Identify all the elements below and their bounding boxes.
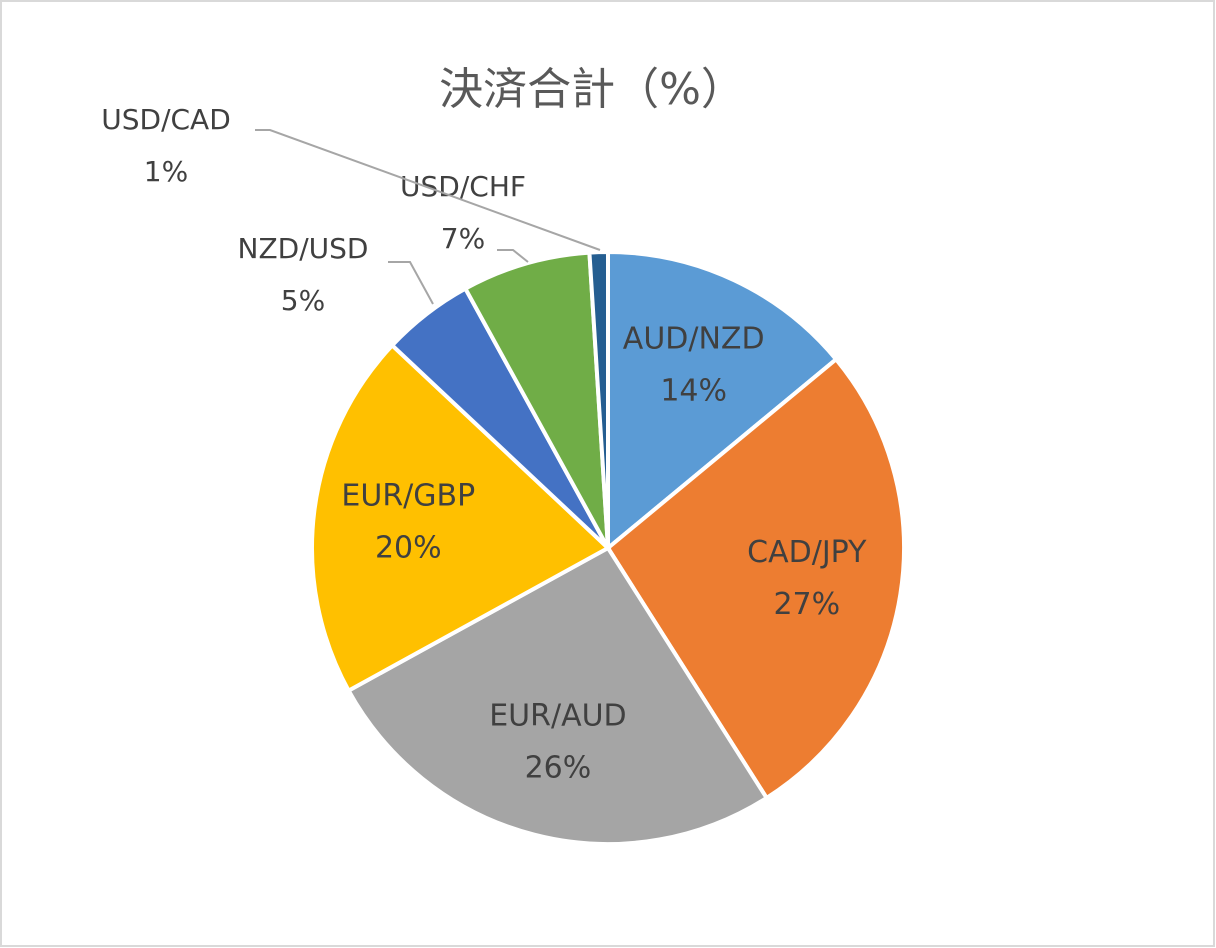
slice-category-label: NZD/USD — [238, 232, 369, 265]
slice-value-label: 14% — [660, 373, 727, 408]
leader-line — [497, 249, 529, 263]
slice-category-label: AUD/NZD — [623, 321, 765, 356]
slice-category-label: USD/CAD — [101, 103, 231, 136]
slice-category-label: CAD/JPY — [747, 535, 867, 570]
pie-slice — [605, 356, 906, 801]
slice-value-label: 1% — [144, 155, 188, 188]
slice-value-label: 7% — [441, 222, 485, 255]
slice-category-label: EUR/GBP — [341, 478, 475, 513]
pie-slice — [310, 342, 612, 694]
pie-slice — [587, 249, 610, 549]
pie-slice — [462, 250, 610, 549]
leader-line — [388, 261, 434, 305]
slice-category-label: USD/CHF — [400, 170, 526, 203]
slice-value-label: 5% — [281, 284, 325, 317]
slice-value-label: 20% — [375, 530, 442, 565]
slice-value-label: 26% — [525, 750, 592, 785]
pie-slice — [345, 545, 770, 846]
chart-title: 決済合計（%） — [439, 64, 745, 115]
slice-value-label: 27% — [773, 587, 840, 622]
leader-line — [255, 129, 601, 251]
pie-slice — [606, 249, 839, 553]
slice-category-label: EUR/AUD — [489, 698, 626, 733]
